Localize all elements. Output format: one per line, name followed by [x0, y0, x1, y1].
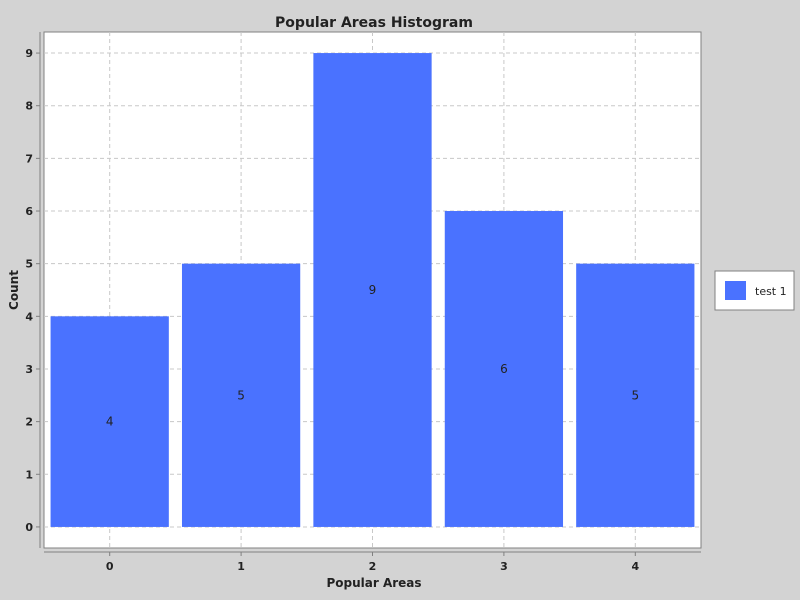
y-tick-layer: 0 1 2 3 4 5 6 7 8 9: [25, 47, 40, 534]
y-tick-label: 1: [25, 468, 33, 481]
y-tick-label: 2: [25, 416, 33, 429]
bar-value-label: 6: [500, 362, 508, 376]
x-tick-label: 1: [237, 560, 245, 573]
bar: [313, 53, 432, 527]
bar: [444, 211, 564, 527]
y-tick-label: 8: [25, 100, 33, 113]
y-tick-label: 7: [25, 152, 33, 165]
x-axis-label: Popular Areas: [326, 576, 421, 590]
x-tick-label: 4: [631, 560, 639, 573]
y-tick-label: 0: [25, 521, 33, 534]
bar: [50, 316, 169, 527]
y-tick-label: 9: [25, 47, 33, 60]
data-label-layer: 4 5 9 6 5: [106, 283, 639, 429]
x-tick-label: 3: [500, 560, 508, 573]
legend-swatch: [725, 281, 746, 300]
legend-label: test 1: [755, 285, 787, 298]
bar-value-label: 5: [631, 388, 639, 402]
bar-value-label: 5: [237, 388, 245, 402]
bar: [181, 263, 301, 527]
y-tick-label: 5: [25, 258, 33, 271]
bar-layer: [50, 53, 695, 527]
x-tick-layer: 0 1 2 3 4: [106, 552, 639, 573]
bar-value-label: 9: [369, 283, 377, 297]
y-tick-label: 3: [25, 363, 33, 376]
bar-value-label: 4: [106, 415, 114, 429]
y-tick-label: 4: [25, 310, 33, 323]
y-axis-label: Count: [7, 270, 21, 310]
chart-title: Popular Areas Histogram: [275, 15, 473, 31]
x-tick-label: 2: [369, 560, 377, 573]
bar: [576, 263, 695, 527]
y-tick-label: 6: [25, 205, 33, 218]
x-tick-label: 0: [106, 560, 114, 573]
legend: test 1: [714, 270, 795, 311]
